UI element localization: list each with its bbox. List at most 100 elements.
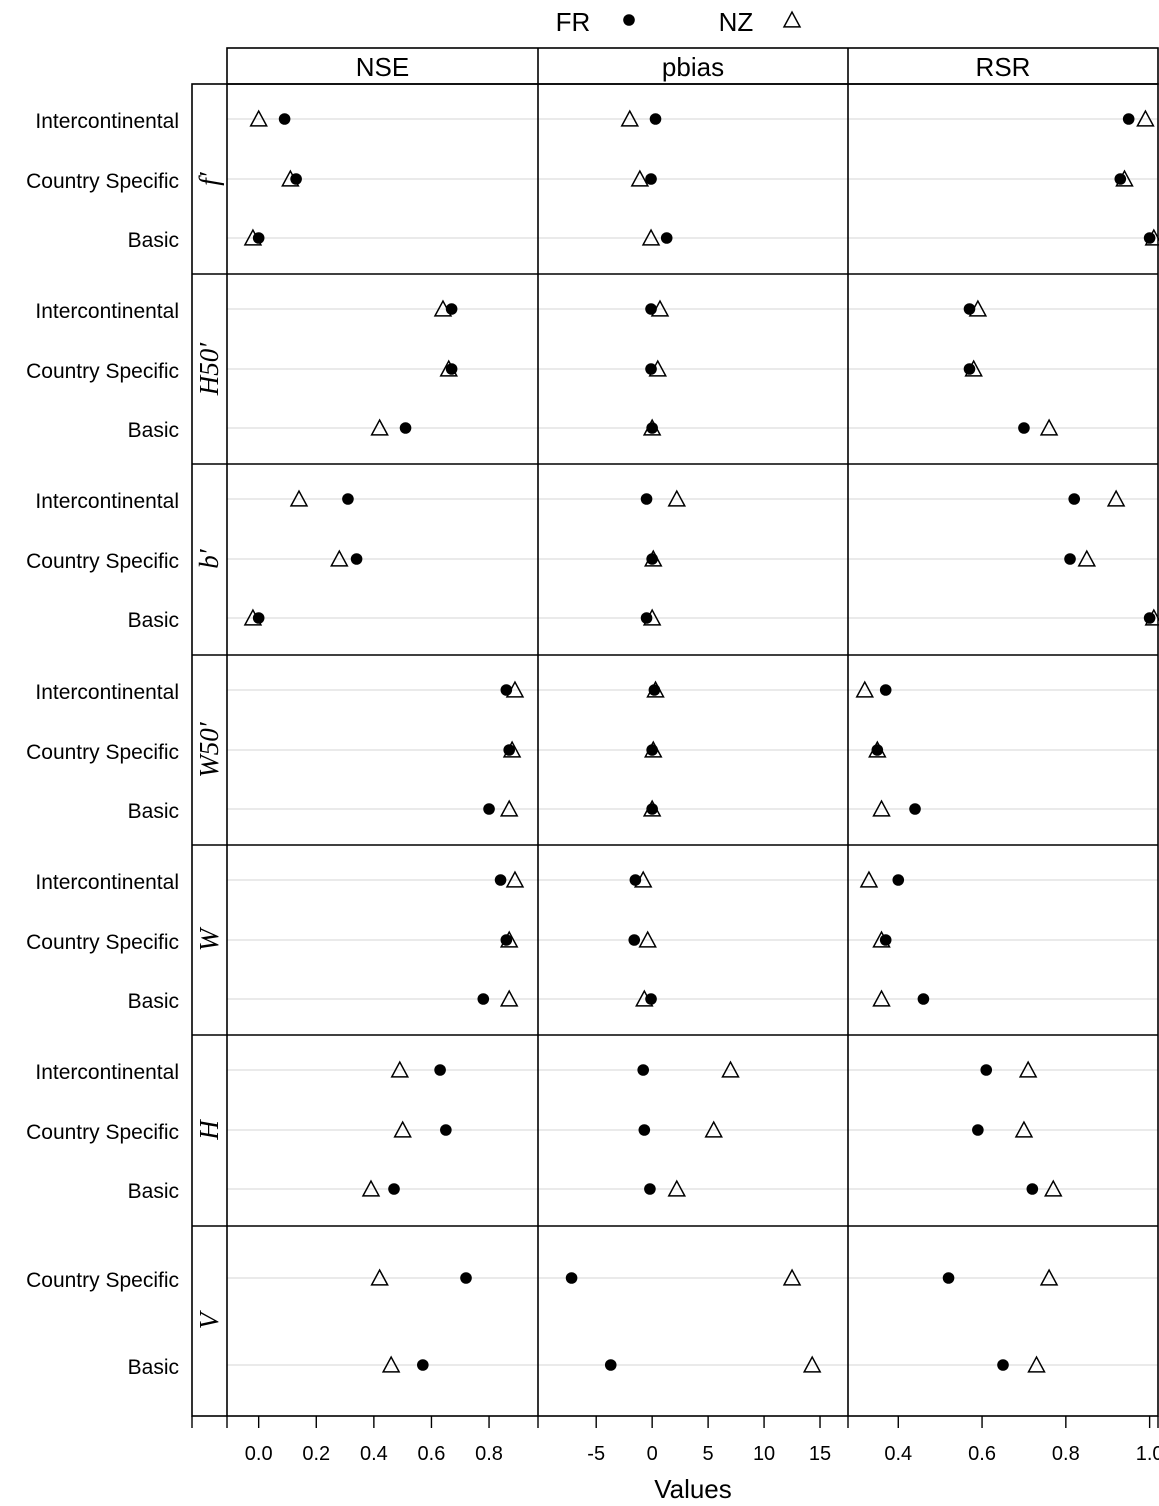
tick-label: 0.6: [968, 1443, 996, 1465]
point-fr: [252, 232, 265, 244]
point-nz: [641, 228, 661, 246]
point-nz: [1136, 109, 1155, 127]
column-header-rsr: RSR: [976, 52, 1031, 82]
category-label: Basic: [128, 229, 179, 252]
point-nz: [872, 989, 891, 1007]
facet-label: b′: [194, 548, 224, 569]
point-fr: [399, 422, 412, 434]
category-label: Country Specific: [26, 170, 179, 193]
category-label: Intercontinental: [35, 1061, 179, 1084]
facet-label: W50′: [194, 721, 224, 777]
point-nz: [704, 1120, 723, 1138]
point-fr: [871, 744, 884, 756]
category-label: Basic: [128, 1356, 179, 1379]
facet-label: V: [194, 1309, 224, 1329]
tick-label: 0.4: [884, 1443, 912, 1465]
point-nz: [330, 549, 349, 567]
legend-label-nz: NZ: [719, 7, 754, 37]
point-fr: [646, 553, 658, 565]
tick-label: 5: [703, 1443, 714, 1465]
point-fr: [942, 1272, 955, 1284]
tick-label: 10: [753, 1443, 775, 1465]
point-fr: [645, 173, 657, 185]
point-fr: [660, 232, 673, 244]
point-nz: [1044, 1179, 1063, 1197]
point-fr: [1026, 1183, 1039, 1195]
point-nz: [499, 989, 519, 1007]
point-fr: [503, 744, 516, 756]
tick-label: 0.8: [475, 1443, 503, 1465]
point-fr: [649, 113, 662, 125]
point-fr: [640, 612, 653, 624]
point-fr: [628, 934, 641, 946]
point-nz: [1014, 1120, 1034, 1138]
point-fr: [980, 1064, 993, 1076]
point-fr: [909, 803, 921, 815]
category-label: Intercontinental: [35, 490, 179, 513]
point-fr: [645, 363, 657, 375]
x-axis-title: Values: [654, 1474, 732, 1504]
point-fr: [445, 363, 458, 375]
point-nz: [638, 930, 657, 948]
facet-label: H: [194, 1119, 224, 1141]
point-fr: [1068, 493, 1081, 505]
category-label: Intercontinental: [35, 300, 179, 323]
x-axis: 0.0 0.2 0.4 0.6 0.8 -5 0 5 10 15 0.4 0.6 0.8 1.0: [191, 1416, 1159, 1465]
point-fr: [637, 1064, 649, 1076]
point-fr: [350, 553, 363, 565]
point-nz: [249, 109, 268, 127]
point-fr: [917, 993, 930, 1005]
point-fr: [290, 173, 302, 185]
category-label: Country Specific: [26, 1269, 179, 1292]
category-label: Country Specific: [26, 741, 179, 764]
point-nz: [859, 870, 879, 888]
legend-label-fr: FR: [556, 7, 591, 37]
category-label: Intercontinental: [35, 681, 179, 704]
point-fr: [646, 744, 658, 756]
point-nz: [667, 1179, 687, 1197]
point-fr: [646, 803, 658, 815]
point-nz: [782, 1268, 802, 1286]
tick-label: 1.0: [1136, 1443, 1159, 1465]
point-nz: [393, 1120, 412, 1138]
point-fr: [1143, 612, 1156, 624]
column-header-pbias: pbias: [662, 52, 724, 82]
point-nz: [1106, 489, 1126, 507]
point-fr: [1018, 422, 1030, 434]
column-headers: NSE pbias RSR: [226, 47, 1159, 85]
point-nz: [620, 109, 640, 127]
point-fr: [963, 303, 976, 315]
point-nz: [499, 799, 519, 817]
facet-label: W: [194, 926, 224, 951]
point-fr: [500, 684, 513, 696]
point-fr: [604, 1359, 617, 1371]
category-label: Intercontinental: [35, 871, 179, 894]
point-fr: [565, 1272, 578, 1284]
point-nz: [505, 870, 525, 888]
point-fr: [879, 934, 892, 946]
legend-marker-fr: [623, 14, 635, 26]
point-fr: [997, 1359, 1009, 1371]
point-fr: [638, 1124, 651, 1136]
point-fr: [640, 493, 653, 505]
legend-marker-nz: [782, 10, 802, 28]
column-header-nse: NSE: [356, 52, 409, 82]
tick-label: 0.8: [1052, 1443, 1080, 1465]
point-fr: [1114, 173, 1127, 185]
point-nz: [1077, 549, 1097, 567]
point-nz: [370, 1268, 389, 1286]
tick-label: 0.4: [360, 1443, 388, 1465]
point-fr: [646, 422, 658, 434]
point-fr: [252, 612, 265, 624]
point-fr: [445, 303, 458, 315]
point-fr: [972, 1124, 984, 1136]
point-fr: [500, 934, 513, 946]
point-fr: [648, 684, 661, 696]
point-fr: [388, 1183, 400, 1195]
point-fr: [963, 363, 976, 375]
category-label: Country Specific: [26, 360, 179, 383]
category-label: Basic: [128, 990, 179, 1013]
point-nz: [361, 1179, 381, 1197]
point-fr: [483, 803, 495, 815]
